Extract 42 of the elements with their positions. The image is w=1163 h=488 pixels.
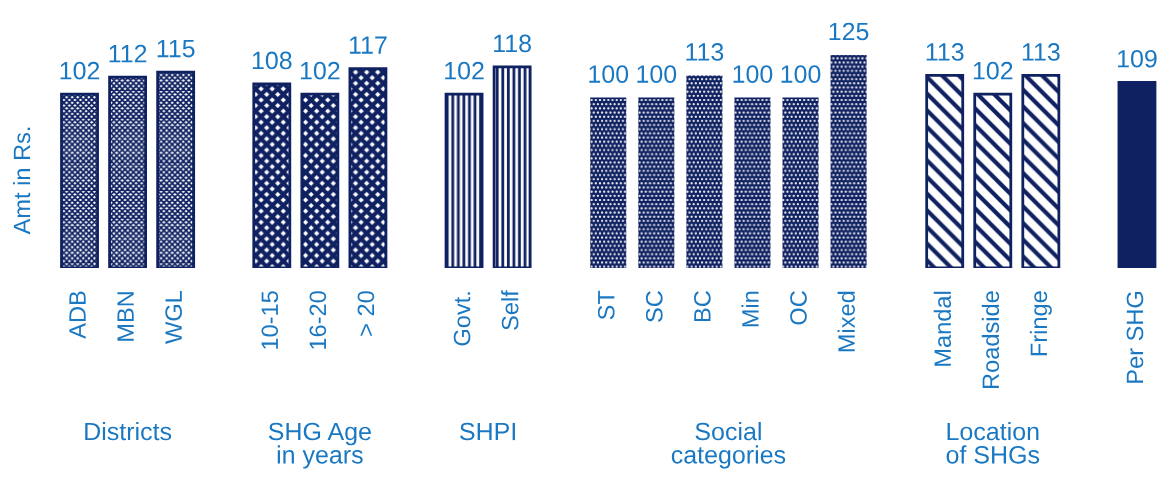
x-tick-label: Govt. xyxy=(453,292,471,346)
data-label: 125 xyxy=(829,22,869,41)
x-tick-label: 10-15 xyxy=(261,291,279,349)
data-label: 113 xyxy=(926,43,964,61)
x-tick-label: SC xyxy=(645,291,663,322)
data-label: 102 xyxy=(445,61,484,80)
x-axis-title: SHPI xyxy=(460,422,515,441)
data-label: 113 xyxy=(1022,43,1060,61)
x-tick-label: Min xyxy=(741,291,759,327)
data-label: 100 xyxy=(781,65,821,83)
x-tick-label: Roadside xyxy=(981,291,1000,389)
data-label: 118 xyxy=(494,34,531,53)
x-tick-label: Fringe xyxy=(1029,291,1052,356)
x-tick-label: > 20 xyxy=(357,291,375,336)
x-tick-label: ADB xyxy=(69,291,86,339)
x-tick-label: Mixed xyxy=(837,291,855,352)
x-tick-label: WGL xyxy=(165,291,182,344)
x-tick-label: Mandal xyxy=(933,291,952,366)
data-label: 102 xyxy=(300,61,340,80)
y-axis-title: Amt in Rs. xyxy=(12,127,31,235)
x-axis-title: Social categories xyxy=(671,422,786,469)
x-tick-label: OC xyxy=(790,291,807,325)
x-axis-title: Location of SHGs xyxy=(946,422,1040,464)
data-label: 108 xyxy=(252,51,292,70)
data-label: 100 xyxy=(733,65,773,83)
data-label: 109 xyxy=(1118,49,1157,68)
data-label: 113 xyxy=(686,43,724,61)
data-label: 112 xyxy=(109,44,147,63)
data-label: 100 xyxy=(589,65,629,83)
x-tick-label: Self xyxy=(501,290,519,330)
x-tick-label: BC xyxy=(694,291,711,322)
data-label: 102 xyxy=(973,61,1013,80)
x-tick-label: MBN xyxy=(117,292,134,341)
data-label: 102 xyxy=(60,61,100,80)
x-axis-title: Districts xyxy=(85,422,172,441)
x-tick-label: ST xyxy=(597,290,615,320)
data-label: 117 xyxy=(349,36,387,54)
x-tick-label: Per SHG xyxy=(1126,291,1144,383)
x-axis-title: SHG Age in years xyxy=(268,422,371,469)
data-label: 100 xyxy=(637,65,677,83)
data-label: 115 xyxy=(157,39,195,58)
x-tick-label: 16-20 xyxy=(309,291,327,349)
